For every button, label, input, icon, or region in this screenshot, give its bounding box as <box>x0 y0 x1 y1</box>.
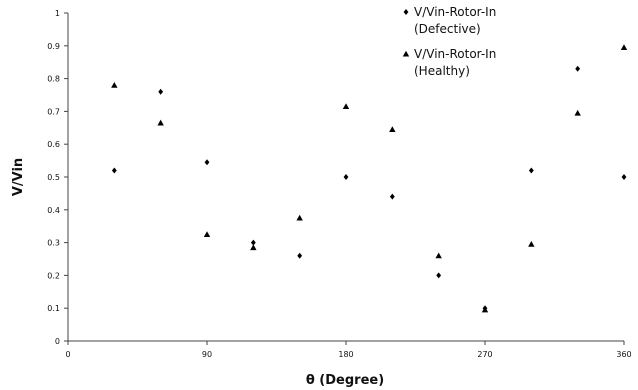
y-axis-ticks: 0 0.1 0.2 0.3 0.4 0.5 0.6 0.7 0.8 0.9 1 <box>47 9 68 346</box>
data-point-diamond <box>343 174 349 180</box>
legend-marker-diamond <box>403 9 409 15</box>
y-tick-label: 0.5 <box>47 173 60 182</box>
data-point-diamond <box>204 159 210 166</box>
data-point-diamond <box>621 174 627 180</box>
data-point-diamond <box>436 272 442 279</box>
data-point-triangle <box>250 244 257 251</box>
y-tick-label: 0.2 <box>47 271 60 280</box>
x-tick-label: 180 <box>338 350 353 359</box>
data-point-diamond <box>297 252 303 259</box>
y-axis-label: V/Vin <box>11 158 26 196</box>
data-point-triangle <box>481 306 489 313</box>
data-point-triangle <box>574 109 581 116</box>
data-point-triangle <box>528 241 535 247</box>
y-tick-label: 0.7 <box>47 107 60 116</box>
data-point-triangle <box>203 231 211 237</box>
x-tick-label: 360 <box>616 350 631 359</box>
y-tick-label: 0 <box>55 337 60 346</box>
data-point-triangle <box>389 126 396 132</box>
data-points <box>111 44 628 313</box>
data-point-diamond <box>575 65 581 72</box>
x-axis-ticks: 0 90 180 270 360 <box>65 341 632 359</box>
y-tick-label: 0.1 <box>47 304 60 313</box>
data-point-diamond <box>158 88 164 95</box>
data-point-diamond <box>389 193 395 200</box>
y-tick-label: 0.8 <box>47 75 60 84</box>
x-tick-label: 90 <box>202 350 212 359</box>
x-tick-label: 270 <box>477 350 492 359</box>
legend-marker-triangle <box>402 50 410 57</box>
data-point-diamond <box>250 239 256 246</box>
y-tick-label: 0.3 <box>47 239 60 248</box>
legend-label-healthy: V/Vin-Rotor-In <box>414 47 496 61</box>
data-point-triangle <box>296 214 303 221</box>
legend-entry-healthy: V/Vin-Rotor-In (Healthy) <box>402 47 496 78</box>
y-tick-label: 1 <box>55 9 60 18</box>
series-healthy <box>111 44 628 313</box>
data-point-triangle <box>111 81 118 88</box>
legend: V/Vin-Rotor-In (Defective) V/Vin-Rotor-I… <box>402 5 496 78</box>
legend-label-healthy-line2: (Healthy) <box>414 64 470 78</box>
legend-label-defective-line2: (Defective) <box>414 22 481 36</box>
data-point-diamond <box>528 167 534 174</box>
data-point-triangle <box>620 44 628 50</box>
y-tick-label: 0.9 <box>47 42 60 51</box>
data-point-triangle <box>157 119 164 126</box>
data-point-triangle <box>435 252 442 259</box>
x-tick-label: 0 <box>65 350 70 359</box>
y-tick-label: 0.6 <box>47 140 60 149</box>
legend-entry-defective: V/Vin-Rotor-In (Defective) <box>403 5 496 36</box>
data-point-diamond <box>111 167 117 174</box>
legend-label-defective: V/Vin-Rotor-In <box>414 5 496 19</box>
data-point-triangle <box>342 103 350 110</box>
x-axis-label: θ (Degree) <box>306 373 384 388</box>
y-tick-label: 0.4 <box>47 206 60 215</box>
series-defective <box>111 65 627 312</box>
